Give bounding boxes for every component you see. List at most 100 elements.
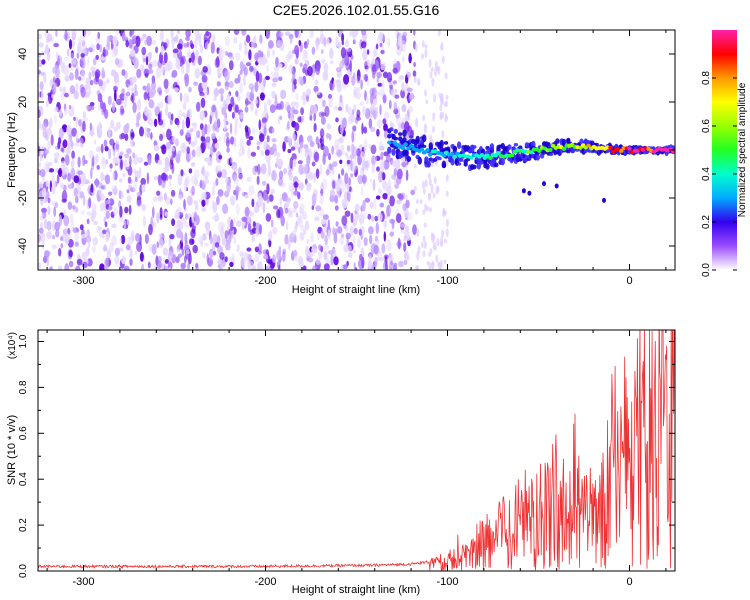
spectrogram-noise-cell xyxy=(364,74,368,83)
spectrogram-noise-cell xyxy=(356,75,361,84)
spectrogram-noise-cell xyxy=(321,58,326,64)
spectrogram-noise-cell xyxy=(168,266,171,270)
spectrogram-noise-cell xyxy=(422,180,425,189)
spectrogram-noise-cell xyxy=(440,235,444,246)
spectrogram-noise-cell xyxy=(67,144,71,155)
spectrogram-noise-cell xyxy=(51,235,56,240)
spectrogram-noise-cell xyxy=(344,172,349,184)
spectrogram-noise-cell xyxy=(202,233,207,241)
spectrogram-signal-core xyxy=(529,150,534,155)
spectrogram-noise-cell xyxy=(107,95,112,106)
spectrogram-noise-cell xyxy=(328,152,331,161)
spectrogram-noise-cell xyxy=(178,253,182,258)
spectrogram-noise-cell xyxy=(77,186,81,199)
colorbar-tick-label: 0.6 xyxy=(701,119,712,133)
spectrogram-signal-cell xyxy=(602,197,606,203)
spectrogram-noise-cell xyxy=(45,191,50,200)
spectrogram-noise-cell xyxy=(176,228,182,239)
spectrogram-noise-cell xyxy=(339,123,344,135)
x-tick-label: -300 xyxy=(72,576,94,588)
spectrogram-noise-cell xyxy=(267,259,273,265)
spectrogram-noise-cell xyxy=(139,126,144,137)
spectrogram-noise-cell xyxy=(294,44,300,56)
spectrogram-noise-cell xyxy=(393,262,398,267)
spectrogram-noise-cell xyxy=(248,185,255,197)
spectrogram-noise-cell xyxy=(95,146,101,153)
spectrogram-noise-cell xyxy=(368,259,372,270)
spectrogram-noise-cell xyxy=(61,61,66,70)
spectrogram-noise-cell xyxy=(141,263,145,270)
spectrogram-noise-cell xyxy=(200,97,206,109)
spectrogram-noise-cell xyxy=(319,138,323,144)
spectrogram-noise-cell xyxy=(156,212,160,224)
spectrogram-noise-cell xyxy=(390,260,393,265)
spectrogram-noise-cell xyxy=(361,174,367,184)
spectrogram-noise-cell xyxy=(383,111,390,120)
spectrogram-noise-cell xyxy=(230,155,233,164)
spectrogram-noise-cell xyxy=(77,170,83,175)
spectrogram-noise-cell xyxy=(320,230,325,239)
spectrogram-noise-cell xyxy=(54,202,59,208)
spectrogram-noise-cell xyxy=(131,76,137,84)
spectrogram-noise-cell xyxy=(70,58,77,65)
spectrogram-noise-cell xyxy=(163,78,169,90)
spectrogram-noise-cell xyxy=(57,265,63,270)
spectrogram-noise-cell xyxy=(417,81,421,86)
spectrogram-noise-cell xyxy=(205,223,210,236)
spectrogram-noise-cell xyxy=(202,66,208,73)
spectrogram-noise-cell xyxy=(324,234,328,246)
spectrogram-noise-cell xyxy=(254,98,258,105)
spectrogram-noise-cell xyxy=(381,40,384,51)
spectrogram-noise-cell xyxy=(132,141,135,147)
spectrogram-noise-cell xyxy=(302,100,307,106)
spectrogram-noise-cell xyxy=(38,91,41,98)
spectrogram-noise-cell xyxy=(177,58,181,70)
spectrogram-noise-cell xyxy=(315,136,319,145)
spectrogram-noise-cell xyxy=(285,197,291,203)
spectrogram-noise-cell xyxy=(239,69,243,75)
spectrogram-noise-cell xyxy=(125,39,129,48)
spectrogram-noise-cell xyxy=(361,122,364,135)
spectrogram-noise-cell xyxy=(172,36,177,42)
spectrogram-noise-cell xyxy=(325,132,330,139)
spectrogram-noise-cell xyxy=(139,37,144,42)
spectrogram-noise-cell xyxy=(347,116,353,125)
spectrogram-noise-cell xyxy=(244,44,248,52)
spectrogram-noise-cell xyxy=(231,175,237,180)
spectrogram-noise-cell xyxy=(129,258,133,266)
spectrogram-noise-cell xyxy=(194,135,198,146)
spectrogram-noise-cell xyxy=(389,218,396,224)
spectrogram-noise-cell xyxy=(315,43,319,51)
spectrogram-signal-cell xyxy=(513,143,519,147)
spectrogram-noise-cell xyxy=(373,106,378,111)
spectrogram-noise-cell xyxy=(38,183,44,189)
spectrogram-noise-cell xyxy=(114,142,120,153)
spectrogram-noise-cell xyxy=(50,36,54,43)
spectrogram-noise-cell xyxy=(368,226,374,235)
spectrogram-noise-cell xyxy=(352,125,357,132)
spectrogram-noise-cell xyxy=(185,254,190,260)
spectrogram-noise-cell xyxy=(39,222,43,230)
spectrogram-noise-cell xyxy=(282,251,286,263)
spectrogram-noise-cell xyxy=(245,62,251,67)
spectrogram-noise-cell xyxy=(323,263,330,270)
spectrogram-noise-cell xyxy=(44,44,49,55)
spectrogram-noise-cell xyxy=(433,93,436,103)
spectrogram-noise-cell xyxy=(323,69,329,78)
spectrogram-noise-cell xyxy=(112,156,118,164)
spectrogram-noise-cell xyxy=(151,243,157,255)
spectrogram-noise-cell xyxy=(175,119,180,126)
spectrogram-noise-cell xyxy=(296,77,301,82)
spectrogram-noise-cell xyxy=(177,174,183,186)
spectrogram-noise-cell xyxy=(105,210,110,220)
spectrogram-noise-cell xyxy=(74,142,80,148)
spectrogram-noise-cell xyxy=(341,40,345,46)
spectrogram-noise-cell xyxy=(438,261,442,270)
spectrogram-noise-cell xyxy=(200,44,204,54)
spectrogram-noise-cell xyxy=(80,69,86,82)
spectrogram-noise-cell xyxy=(76,258,83,266)
spectrogram-noise-cell xyxy=(289,210,293,217)
spectrogram-noise-cell xyxy=(203,138,207,150)
spectrogram-noise-cell xyxy=(190,175,197,185)
